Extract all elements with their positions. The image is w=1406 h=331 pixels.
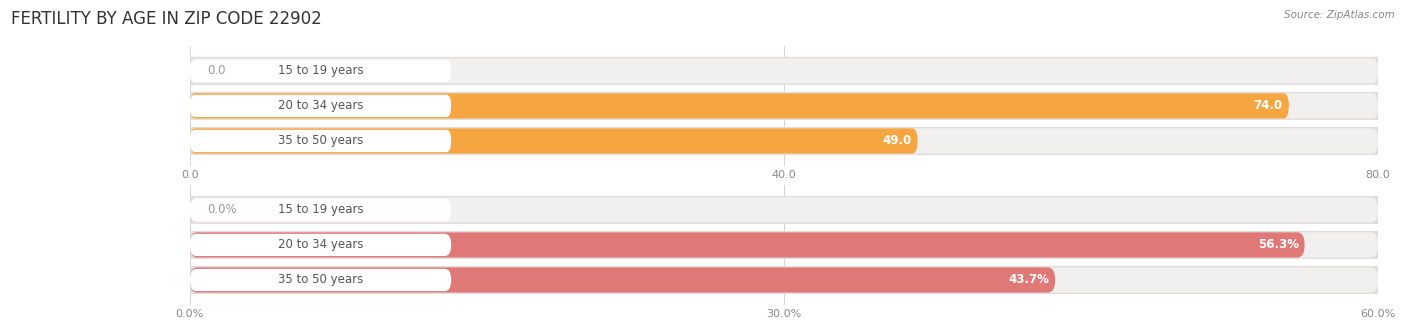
- FancyBboxPatch shape: [142, 231, 1406, 259]
- FancyBboxPatch shape: [190, 199, 451, 221]
- FancyBboxPatch shape: [190, 267, 1378, 293]
- FancyBboxPatch shape: [142, 127, 1406, 155]
- FancyBboxPatch shape: [190, 95, 451, 117]
- FancyBboxPatch shape: [142, 57, 1406, 85]
- FancyBboxPatch shape: [190, 58, 1378, 83]
- Text: 49.0: 49.0: [883, 134, 911, 148]
- Text: 43.7%: 43.7%: [1008, 273, 1049, 287]
- FancyBboxPatch shape: [142, 266, 1406, 294]
- FancyBboxPatch shape: [190, 197, 1378, 222]
- Text: 35 to 50 years: 35 to 50 years: [278, 134, 363, 148]
- Text: 74.0: 74.0: [1254, 99, 1282, 113]
- FancyBboxPatch shape: [142, 196, 1406, 224]
- FancyBboxPatch shape: [190, 60, 451, 82]
- FancyBboxPatch shape: [190, 267, 1054, 293]
- Text: Source: ZipAtlas.com: Source: ZipAtlas.com: [1284, 10, 1395, 20]
- Text: 35 to 50 years: 35 to 50 years: [278, 273, 363, 287]
- FancyBboxPatch shape: [190, 93, 1378, 118]
- FancyBboxPatch shape: [190, 128, 918, 154]
- FancyBboxPatch shape: [190, 130, 451, 152]
- FancyBboxPatch shape: [190, 269, 451, 291]
- FancyBboxPatch shape: [190, 234, 451, 256]
- Text: 56.3%: 56.3%: [1258, 238, 1299, 252]
- FancyBboxPatch shape: [190, 232, 1378, 258]
- Text: 20 to 34 years: 20 to 34 years: [278, 238, 363, 252]
- FancyBboxPatch shape: [142, 92, 1406, 120]
- FancyBboxPatch shape: [190, 93, 1289, 118]
- FancyBboxPatch shape: [190, 128, 1378, 154]
- Text: 15 to 19 years: 15 to 19 years: [278, 203, 363, 216]
- Text: FERTILITY BY AGE IN ZIP CODE 22902: FERTILITY BY AGE IN ZIP CODE 22902: [11, 10, 322, 28]
- FancyBboxPatch shape: [190, 232, 1305, 258]
- Text: 0.0: 0.0: [208, 64, 226, 77]
- Text: 20 to 34 years: 20 to 34 years: [278, 99, 363, 113]
- Text: 0.0%: 0.0%: [208, 203, 238, 216]
- Text: 15 to 19 years: 15 to 19 years: [278, 64, 363, 77]
